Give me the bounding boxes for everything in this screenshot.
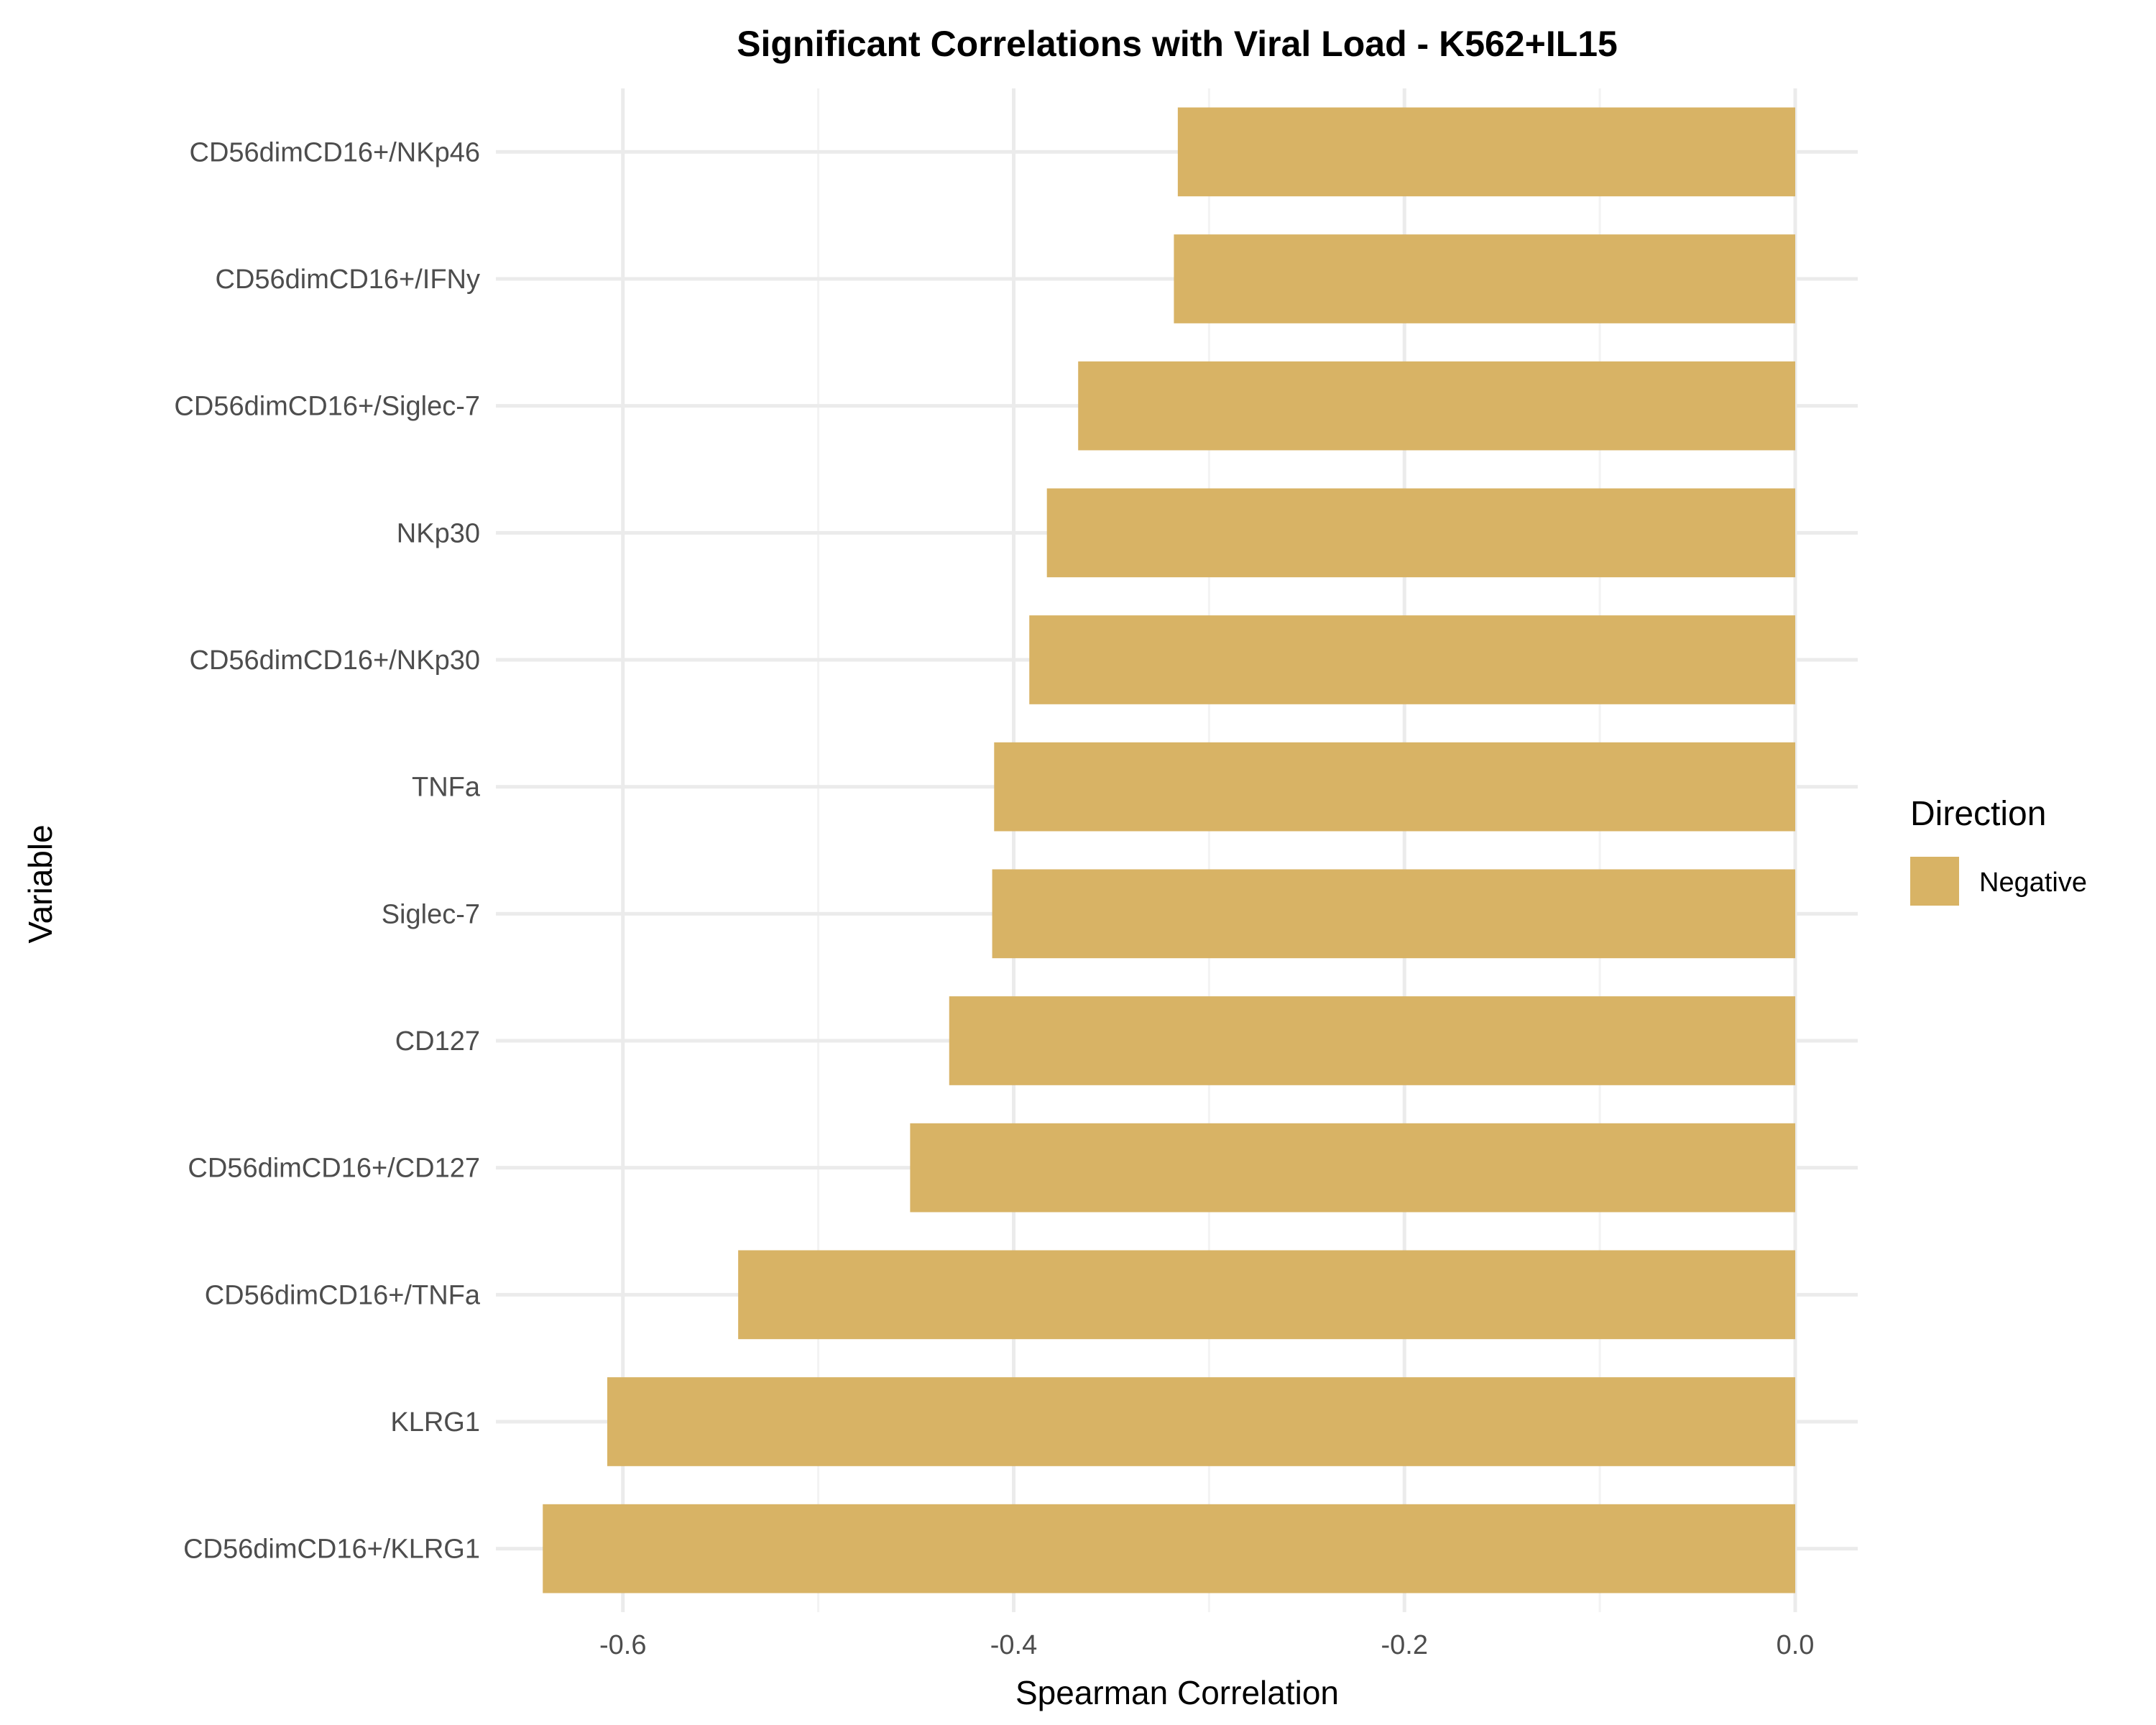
bar [1177, 107, 1795, 197]
x-axis-title: Spearman Correlation [1015, 1674, 1339, 1711]
bar [1046, 488, 1795, 578]
bar [949, 996, 1795, 1085]
bar [994, 742, 1795, 832]
bar [738, 1250, 1795, 1340]
y-tick-label: CD56dimCD16+/NKp30 [190, 645, 480, 676]
y-tick-label: CD56dimCD16+/Siglec-7 [174, 392, 480, 422]
legend-title: Direction [1910, 795, 2046, 833]
y-tick-label: CD56dimCD16+/CD127 [188, 1154, 480, 1184]
y-tick-label: CD56dimCD16+/IFNy [216, 264, 481, 295]
x-tick-label: -0.6 [599, 1630, 646, 1660]
bar [607, 1377, 1795, 1466]
bar [1029, 615, 1795, 704]
y-tick-label: CD56dimCD16+/TNFa [205, 1280, 481, 1310]
y-tick-label: KLRG1 [390, 1407, 480, 1438]
x-tick-label: -0.4 [990, 1630, 1037, 1660]
x-tick-label: 0.0 [1777, 1630, 1815, 1660]
y-tick-label: CD56dimCD16+/NKp46 [190, 137, 480, 167]
bars [543, 107, 1795, 1593]
x-tick-label: -0.2 [1381, 1630, 1427, 1660]
legend: Direction Negative [1910, 795, 2087, 906]
y-tick-labels: CD56dimCD16+/NKp46 CD56dimCD16+/IFNy CD56d… [174, 137, 480, 1564]
bar [543, 1504, 1795, 1593]
bar [910, 1123, 1795, 1213]
bar [1174, 234, 1795, 323]
y-tick-label: CD127 [395, 1026, 480, 1057]
y-tick-label: NKp30 [397, 518, 480, 548]
legend-swatch-negative [1910, 857, 1959, 906]
bar [1078, 361, 1795, 451]
chart-title: Significant Correlations with Viral Load… [737, 24, 1618, 64]
bar [992, 869, 1795, 959]
x-tick-labels: -0.6 -0.4 -0.2 0.0 [599, 1630, 1814, 1660]
y-tick-label: Siglec-7 [382, 899, 480, 929]
legend-label-negative: Negative [1979, 868, 2087, 898]
y-tick-label: TNFa [412, 773, 481, 803]
y-axis-title: Variable [22, 824, 59, 943]
y-tick-label: CD56dimCD16+/KLRG1 [183, 1535, 480, 1565]
